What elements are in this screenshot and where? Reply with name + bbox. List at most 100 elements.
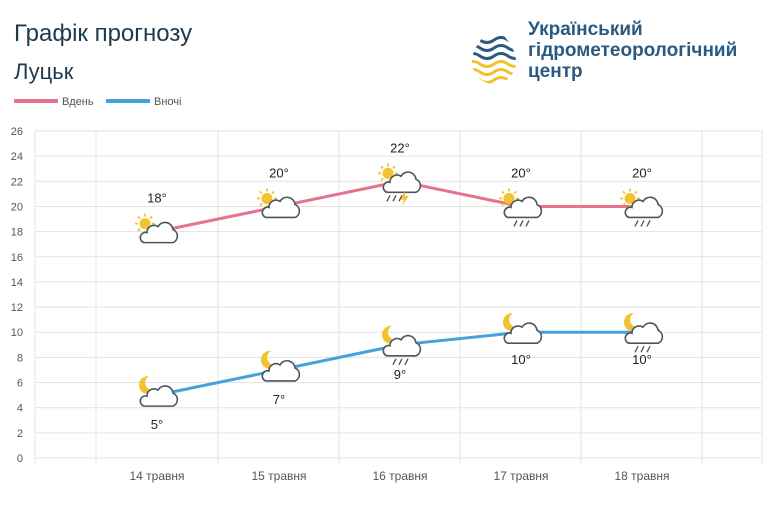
y-tick-label: 12 xyxy=(11,302,23,314)
sun-ray xyxy=(501,190,505,195)
sun-ray xyxy=(513,190,517,195)
sun-ray xyxy=(380,177,384,182)
data-label: 18° xyxy=(147,191,167,206)
data-label: 10° xyxy=(511,352,531,367)
sun-ray xyxy=(392,165,396,169)
y-tick-label: 24 xyxy=(11,151,23,163)
legend-label: Вдень xyxy=(62,96,94,108)
rain-drop xyxy=(646,345,651,353)
y-tick-label: 0 xyxy=(17,453,23,465)
sun-disc xyxy=(382,167,394,179)
cloud-shape xyxy=(624,322,664,345)
sun-thunderstorm-icon xyxy=(378,163,422,207)
sun-disc xyxy=(139,218,151,230)
water-drop-logo-icon xyxy=(472,20,516,84)
y-tick-label: 4 xyxy=(17,403,23,415)
rain-drop xyxy=(398,195,403,202)
moon-rain-icon xyxy=(381,325,422,366)
sun-shape xyxy=(620,188,640,209)
data-label: 7° xyxy=(273,392,285,407)
y-tick-label: 18 xyxy=(11,227,23,239)
sun-disc xyxy=(261,192,273,204)
logo-text: Український гідрометеорологічний центр xyxy=(528,19,737,82)
city-name: Луцьк xyxy=(14,59,74,84)
logo-line-1: Український xyxy=(528,19,643,40)
y-tick-label: 10 xyxy=(11,327,23,339)
ugmc-logo[interactable]: Український гідрометеорологічний центр xyxy=(466,18,756,86)
sun-ray xyxy=(622,190,626,195)
x-tick-label: 17 травня xyxy=(493,469,548,483)
moon-cloud-icon xyxy=(260,350,301,382)
data-label: 20° xyxy=(632,165,652,180)
legend-label: Вночі xyxy=(154,96,181,108)
cloud-shape xyxy=(139,385,179,407)
sun-disc xyxy=(624,192,636,204)
y-tick-label: 22 xyxy=(11,176,23,188)
moon-shape xyxy=(623,313,641,332)
sun-ray xyxy=(137,227,141,232)
moon-shape xyxy=(502,313,520,332)
y-tick-label: 8 xyxy=(17,352,23,364)
cloud-shape xyxy=(261,196,301,219)
cloud-shape xyxy=(624,196,664,219)
sun-ray xyxy=(259,190,263,195)
moon-shape xyxy=(260,350,278,369)
rain-drop xyxy=(646,220,651,227)
cloud-shape xyxy=(139,221,179,244)
y-tick-label: 16 xyxy=(11,252,23,264)
rain-drop xyxy=(525,220,530,227)
rain-drop xyxy=(640,345,645,353)
rain-drop xyxy=(634,220,639,227)
moon-rain-icon xyxy=(623,313,664,353)
moon-cloud-icon xyxy=(138,376,179,407)
rain-drop xyxy=(519,220,524,227)
sun-ray xyxy=(622,202,626,207)
cloud-shape xyxy=(503,196,543,219)
y-tick-label: 14 xyxy=(11,277,23,289)
sun-disc xyxy=(503,192,515,204)
rain-drop xyxy=(634,345,639,353)
data-label: 20° xyxy=(269,165,289,180)
rain-drop xyxy=(640,220,645,227)
x-tick-label: 16 травня xyxy=(372,469,427,483)
moon-shape xyxy=(381,325,399,344)
page-title: Графік прогнозу xyxy=(14,20,193,47)
sun-ray xyxy=(501,202,505,207)
sun-rain-icon xyxy=(620,188,664,227)
y-tick-label: 2 xyxy=(17,428,23,440)
data-label: 22° xyxy=(390,140,410,155)
logo-line-3: центр xyxy=(528,61,583,82)
sun-ray xyxy=(380,165,384,169)
data-label: 5° xyxy=(151,417,163,432)
sun-ray xyxy=(634,190,638,195)
x-tick-label: 18 травня xyxy=(614,469,669,483)
moon-cloud-icon xyxy=(502,313,543,345)
x-tick-label: 15 травня xyxy=(251,469,306,483)
rain-drop xyxy=(386,195,391,202)
y-tick-label: 6 xyxy=(17,378,23,390)
sun-shape xyxy=(257,188,277,209)
data-label: 9° xyxy=(394,367,406,382)
cloud-shape xyxy=(382,171,422,194)
cloud-shape xyxy=(503,322,543,345)
rain-drop xyxy=(392,195,397,202)
sun-cloud-icon xyxy=(257,188,301,219)
sun-ray xyxy=(259,202,263,207)
y-tick-label: 20 xyxy=(11,201,23,213)
sun-cloud-icon xyxy=(135,213,179,244)
data-label: 20° xyxy=(511,165,531,180)
sun-rain-icon xyxy=(499,188,543,227)
rain-drop xyxy=(398,358,403,366)
moon-shape xyxy=(138,376,156,395)
lightning-bolt xyxy=(400,191,409,207)
sun-ray xyxy=(149,215,153,220)
y-tick-label: 26 xyxy=(11,126,23,138)
logo-line-2: гідрометеорологічний xyxy=(528,40,738,61)
sun-ray xyxy=(137,215,141,220)
x-tick-label: 14 травня xyxy=(129,469,184,483)
rain-drop xyxy=(513,220,518,227)
rain-drop xyxy=(404,358,409,366)
sun-shape xyxy=(499,188,519,209)
sun-ray xyxy=(271,190,275,195)
